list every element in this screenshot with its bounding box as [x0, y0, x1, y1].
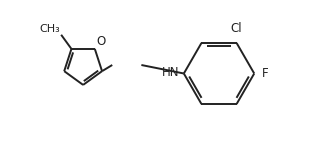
- Text: HN: HN: [162, 66, 179, 79]
- Text: Cl: Cl: [231, 22, 242, 35]
- Text: O: O: [96, 35, 105, 48]
- Text: F: F: [262, 67, 269, 80]
- Text: CH₃: CH₃: [39, 24, 60, 34]
